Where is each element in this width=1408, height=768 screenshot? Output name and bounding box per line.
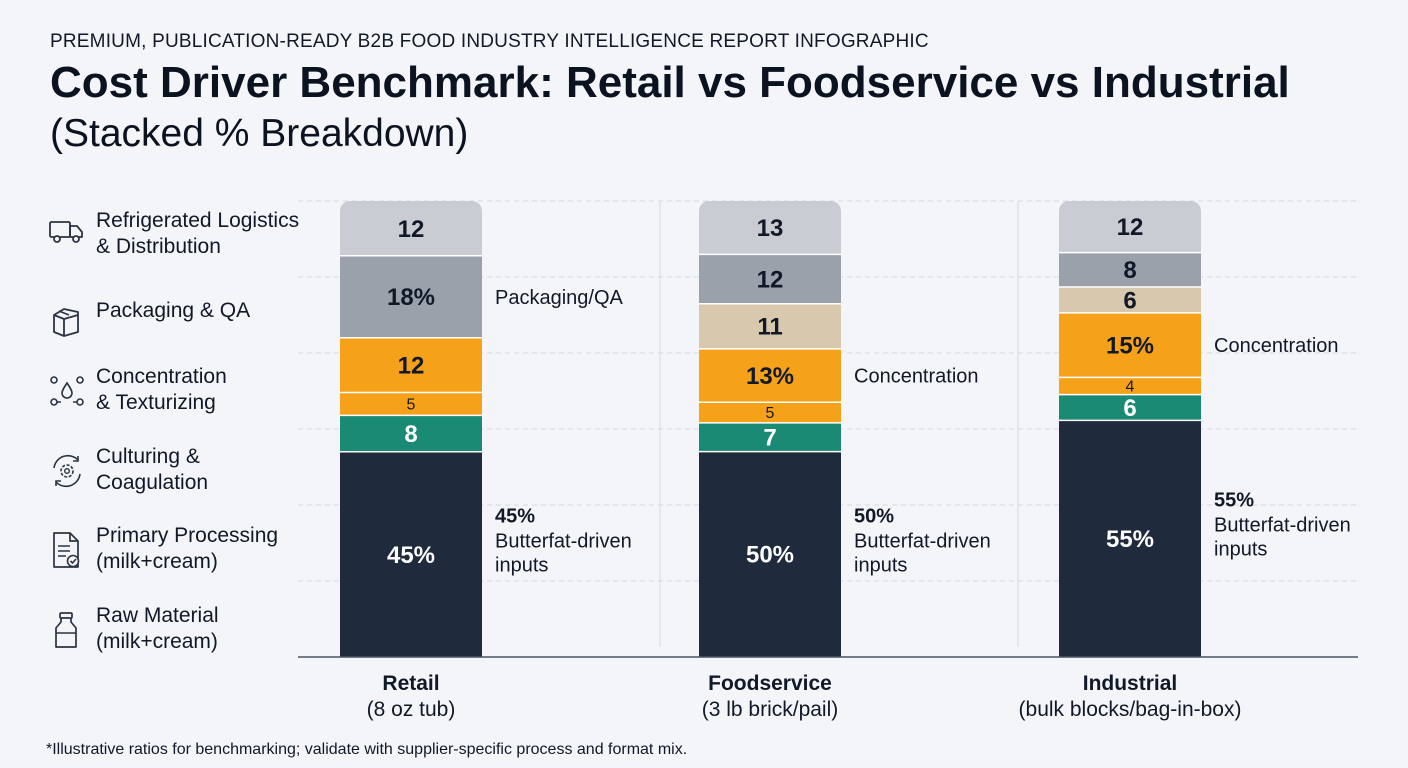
x-tick-label: Foodservice — [708, 672, 832, 695]
legend-item-raw-material: Raw Material (milk+cream) — [48, 603, 338, 659]
x-tick-sublabel: (8 oz tub) — [367, 698, 456, 721]
data-label: 12 — [398, 353, 425, 380]
legend-item-packaging: Packaging & QA — [48, 298, 338, 354]
data-label: 6 — [1123, 287, 1136, 314]
culturing-gear-icon — [53, 454, 81, 488]
annotation: Concentration — [854, 366, 979, 388]
data-label: 15% — [1106, 333, 1154, 360]
bar-segment — [340, 255, 482, 339]
bar-segment — [340, 451, 482, 657]
x-tick-label: Retail — [382, 672, 439, 695]
annotation: inputs — [1214, 539, 1267, 561]
bar-segment — [699, 348, 841, 403]
data-label: 12 — [1117, 214, 1144, 241]
data-label: 6 — [1123, 395, 1136, 422]
bar-segment — [1059, 394, 1201, 421]
legend-item-culturing: Culturing & Coagulation — [48, 444, 338, 500]
bar-segment — [699, 451, 841, 657]
data-label: 12 — [398, 216, 425, 243]
annotation-value: 55% — [1214, 490, 1254, 512]
data-label: 50% — [746, 542, 794, 569]
bar-industrial — [1059, 201, 1201, 657]
x-tick-sublabel: (3 lb brick/pail) — [702, 698, 839, 721]
data-label: 55% — [1106, 526, 1154, 553]
data-label: 5 — [407, 397, 416, 414]
legend-label: Primary Processing (milk+cream) — [96, 524, 279, 573]
data-label: 8 — [404, 421, 417, 448]
data-label: 4 — [1126, 379, 1135, 396]
data-label: 8 — [1123, 257, 1136, 284]
bottle-icon — [55, 612, 77, 648]
bar-retail — [340, 201, 482, 657]
data-label: 18% — [387, 284, 435, 311]
bar-segment — [699, 402, 841, 424]
bar-segment — [340, 392, 482, 416]
carton-icon — [53, 308, 79, 337]
bar-segment — [340, 337, 482, 394]
data-label: 5 — [766, 405, 775, 422]
legend-label: Raw Material (milk+cream) — [96, 604, 219, 653]
data-label: 13% — [746, 363, 794, 390]
footnote: *Illustrative ratios for benchmarking; v… — [46, 741, 688, 758]
annotation: inputs — [495, 554, 548, 576]
legend-label: Concentration & Texturizing — [96, 365, 227, 414]
bar-segment — [1059, 201, 1201, 254]
annotation: Butterfat-driven — [854, 530, 991, 552]
concentration-icon — [50, 376, 84, 406]
bar-segment — [699, 422, 841, 453]
annotation: Packaging/QA — [495, 287, 624, 309]
annotation-value: 50% — [854, 505, 894, 527]
x-tick-sublabel: (bulk blocks/bag-in-box) — [1019, 698, 1242, 721]
data-label: 45% — [387, 542, 435, 569]
annotation: inputs — [854, 554, 907, 576]
bar-segment — [699, 201, 841, 255]
bar-segment — [699, 303, 841, 350]
data-label: 13 — [757, 215, 784, 242]
bar-segment — [1059, 312, 1201, 378]
legend-item-primary-processing: Primary Processing (milk+cream) — [48, 523, 338, 579]
truck-icon — [49, 221, 83, 243]
bar-segment — [1059, 287, 1201, 314]
annotation-value: 45% — [495, 505, 535, 527]
data-label: 11 — [757, 314, 782, 341]
bar-segment — [340, 415, 482, 453]
document-check-icon — [53, 532, 80, 568]
bar-foodservice — [699, 201, 841, 657]
bar-segment — [699, 254, 841, 305]
bar-segment — [1059, 420, 1201, 657]
x-tick-label: Industrial — [1083, 672, 1178, 695]
bar-segment — [1059, 377, 1201, 396]
legend-label: Culturing & Coagulation — [96, 445, 209, 494]
annotation: Butterfat-driven — [1214, 515, 1351, 537]
legend-label: Refrigerated Logistics & Distribution — [96, 209, 300, 258]
legend-item-logistics: Refrigerated Logistics & Distribution — [48, 208, 338, 264]
annotation: Concentration — [1214, 335, 1339, 357]
bar-segment — [340, 201, 482, 257]
bar-segment — [1059, 252, 1201, 288]
legend-item-concentration: Concentration & Texturizing — [48, 364, 338, 420]
chart-subtitle: (Stacked % Breakdown) — [50, 112, 469, 155]
data-label: 12 — [757, 266, 784, 293]
report-kicker: PREMIUM, PUBLICATION-READY B2B FOOD INDU… — [50, 31, 929, 52]
legend-label: Packaging & QA — [96, 299, 251, 322]
annotation: Butterfat-driven — [495, 530, 632, 552]
chart-title: Cost Driver Benchmark: Retail vs Foodser… — [50, 58, 1290, 107]
data-label: 7 — [763, 425, 776, 452]
